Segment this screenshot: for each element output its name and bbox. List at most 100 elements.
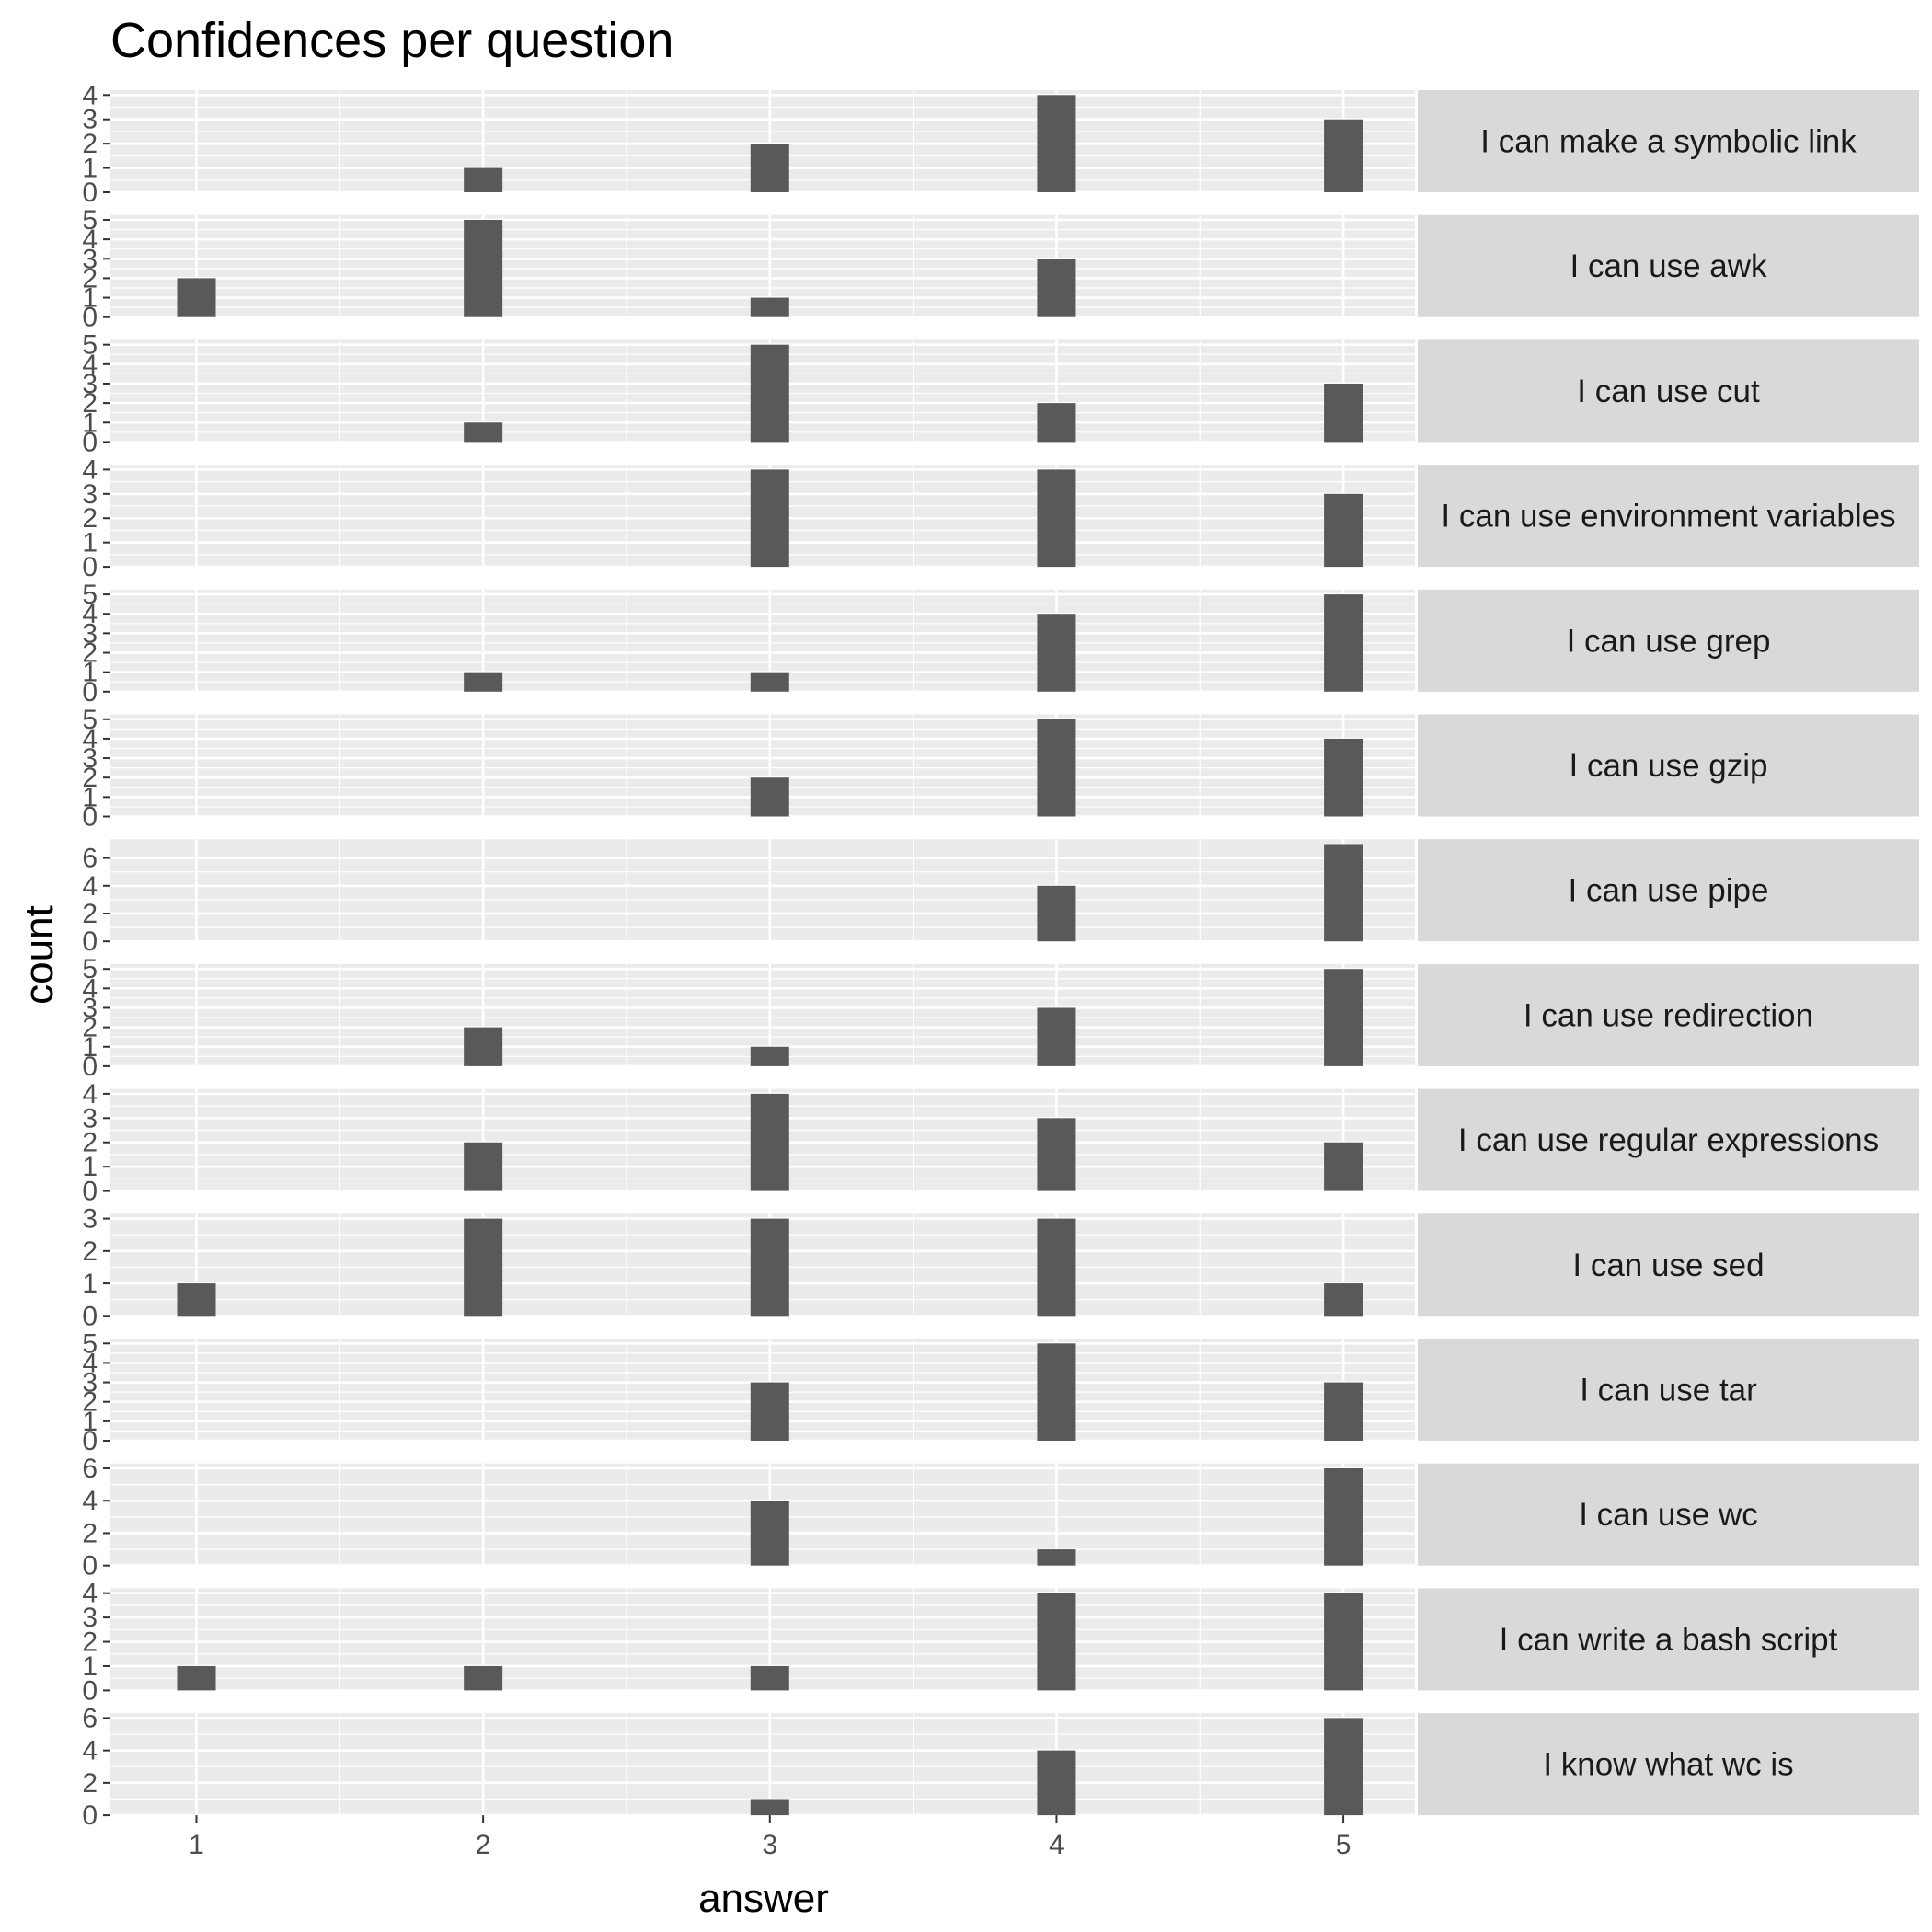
y-tick-label: 4 bbox=[82, 1486, 98, 1516]
strip-background bbox=[1418, 839, 1919, 942]
y-tick-label: 3 bbox=[82, 618, 98, 649]
x-tick-label: 2 bbox=[476, 1830, 491, 1860]
y-tick-label: 2 bbox=[82, 129, 98, 159]
y-tick-label: 5 bbox=[82, 1328, 98, 1359]
y-tick-label: 0 bbox=[82, 303, 98, 333]
strip-background bbox=[1418, 1088, 1919, 1191]
y-tick-label: 5 bbox=[82, 580, 98, 610]
bar bbox=[177, 278, 216, 317]
bar bbox=[750, 1046, 789, 1066]
y-tick-label: 1 bbox=[82, 283, 98, 314]
y-tick-label: 2 bbox=[82, 638, 98, 669]
strip-background bbox=[1418, 1339, 1919, 1441]
panel-background bbox=[110, 839, 1415, 942]
bar bbox=[464, 1142, 503, 1191]
strip-label: I can use pipe bbox=[1569, 873, 1769, 909]
bar bbox=[464, 219, 503, 317]
y-tick-label: 1 bbox=[82, 154, 98, 184]
strip-background bbox=[1418, 214, 1919, 317]
strip-label: I can use grep bbox=[1567, 623, 1771, 659]
y-tick-label: 2 bbox=[82, 1387, 98, 1418]
strip-label: I can use gzip bbox=[1570, 748, 1768, 784]
bar bbox=[750, 1501, 789, 1566]
y-tick-label: 0 bbox=[82, 802, 98, 833]
bar bbox=[464, 1218, 503, 1317]
bar bbox=[1324, 738, 1363, 817]
y-tick-label: 1 bbox=[82, 528, 98, 558]
bar bbox=[1324, 1382, 1363, 1441]
x-tick-label: 1 bbox=[189, 1830, 204, 1860]
strip-label: I can write a bash script bbox=[1500, 1622, 1838, 1658]
y-tick-label: 2 bbox=[82, 899, 98, 929]
y-tick-label: 2 bbox=[82, 763, 98, 793]
strip-label: I can use regular expressions bbox=[1458, 1122, 1879, 1158]
y-tick-label: 4 bbox=[82, 599, 98, 629]
y-tick-label: 4 bbox=[82, 1348, 98, 1378]
y-tick-label: 4 bbox=[82, 350, 98, 380]
y-tick-label: 3 bbox=[82, 479, 98, 510]
y-tick-label: 5 bbox=[82, 330, 98, 361]
x-tick-label: 3 bbox=[762, 1830, 777, 1860]
bar bbox=[464, 167, 503, 192]
y-tick-label: 0 bbox=[82, 926, 98, 957]
bar bbox=[750, 1799, 789, 1816]
y-tick-label: 0 bbox=[82, 1675, 98, 1706]
y-tick-label: 0 bbox=[82, 1052, 98, 1082]
y-tick-label: 1 bbox=[82, 1407, 98, 1437]
y-tick-label: 4 bbox=[82, 1079, 98, 1110]
strip-background bbox=[1418, 714, 1919, 817]
bar bbox=[464, 422, 503, 443]
bar bbox=[750, 469, 789, 568]
bar bbox=[464, 1665, 503, 1691]
bar bbox=[750, 672, 789, 692]
strip-background bbox=[1418, 963, 1919, 1066]
y-tick-label: 3 bbox=[82, 1603, 98, 1633]
strip-background bbox=[1418, 1213, 1919, 1317]
bar bbox=[1324, 119, 1363, 192]
y-tick-label: 0 bbox=[82, 178, 98, 208]
y-tick-label: 2 bbox=[82, 1236, 98, 1267]
x-tick-label: 4 bbox=[1049, 1830, 1064, 1860]
bar bbox=[1037, 95, 1076, 192]
y-axis-title: count bbox=[17, 905, 62, 1005]
bar bbox=[1037, 259, 1076, 317]
y-tick-label: 3 bbox=[82, 244, 98, 274]
y-tick-label: 4 bbox=[82, 724, 98, 754]
y-tick-label: 0 bbox=[82, 552, 98, 582]
strip-background bbox=[1418, 589, 1919, 692]
bar bbox=[1037, 1343, 1076, 1441]
strip-background bbox=[1418, 1713, 1919, 1816]
bar bbox=[1037, 1549, 1076, 1566]
y-tick-label: 3 bbox=[82, 105, 98, 135]
y-tick-label: 6 bbox=[82, 1454, 98, 1484]
y-tick-label: 4 bbox=[82, 224, 98, 255]
strip-background bbox=[1418, 1463, 1919, 1566]
y-tick-label: 2 bbox=[82, 263, 98, 293]
strip-label: I can make a symbolic link bbox=[1480, 124, 1857, 160]
y-tick-label: 4 bbox=[82, 973, 98, 1004]
y-tick-label: 1 bbox=[82, 1152, 98, 1182]
strip-background bbox=[1418, 339, 1919, 443]
strip-label: I can use tar bbox=[1580, 1373, 1757, 1409]
bar bbox=[750, 144, 789, 192]
x-tick-label: 5 bbox=[1336, 1830, 1351, 1860]
bar bbox=[1324, 969, 1363, 1066]
strip-label: I can use wc bbox=[1579, 1497, 1758, 1533]
y-tick-label: 4 bbox=[82, 80, 98, 110]
bar bbox=[750, 1093, 789, 1191]
panel-background bbox=[110, 1713, 1415, 1816]
chart-title: Confidences per question bbox=[110, 13, 673, 68]
y-tick-label: 1 bbox=[82, 408, 98, 438]
